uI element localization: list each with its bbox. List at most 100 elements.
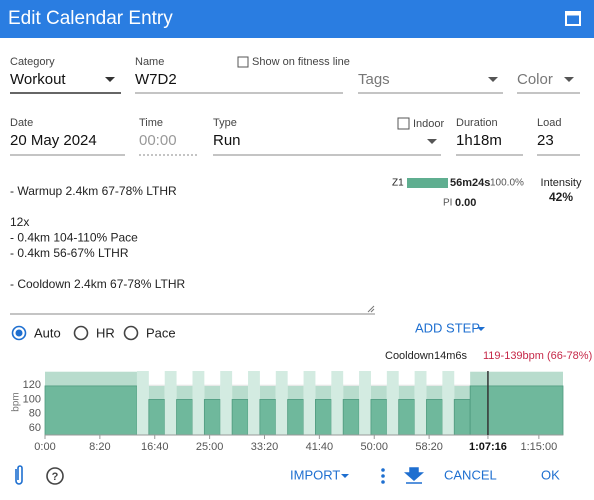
segment-base <box>44 385 138 436</box>
radio[interactable] <box>73 325 89 341</box>
x-tick-label: 41:40 <box>306 441 334 453</box>
segment-open <box>136 371 149 435</box>
segment-base <box>469 385 564 436</box>
x-tick-label: 1:07:16 <box>469 441 507 453</box>
mode-radios: Auto HR Pace <box>11 325 176 341</box>
field-value[interactable]: Run <box>213 132 241 149</box>
segment-open <box>275 371 288 435</box>
pi-label: PI <box>443 198 452 209</box>
segment-open <box>220 371 233 435</box>
description-line: - 0.4km 104-110% Pace <box>10 231 138 245</box>
attach-icon[interactable] <box>15 465 23 485</box>
segment-base <box>203 399 221 436</box>
tooltip-target: 119-139bpm (66-78%) <box>483 350 592 362</box>
intensity-value: 42% <box>549 190 573 204</box>
y-tick-label: 60 <box>29 422 41 434</box>
dropdown-arrow <box>105 77 115 82</box>
x-tick-label: 58:20 <box>415 441 443 453</box>
download-icon[interactable] <box>404 467 424 484</box>
description-line: - 0.4km 56-67% LTHR <box>10 246 129 260</box>
segment-open <box>359 371 371 435</box>
dropdown-arrow <box>341 474 349 478</box>
field-label: Load <box>537 117 561 129</box>
workout-chart: 60 80 100 120 0:00 8:20 16:40 25:00 33:20 41:40 50… <box>23 371 564 453</box>
zone-time: 56m24s <box>450 177 490 189</box>
radio-label: Auto <box>34 325 61 340</box>
field-placeholder[interactable]: Color <box>517 71 553 88</box>
segment-open <box>192 371 205 435</box>
resize-handle <box>367 305 375 313</box>
dropdown-arrow <box>427 139 437 144</box>
field-value[interactable]: W7D2 <box>135 71 177 88</box>
segment-open <box>331 371 344 435</box>
ok-button[interactable]: OK <box>541 467 560 482</box>
segment-base <box>315 399 332 436</box>
segment-target-range <box>259 385 276 400</box>
segment-target-range <box>454 385 471 400</box>
zone-percent: 100.0% <box>490 178 524 189</box>
radio-label: Pace <box>146 325 176 340</box>
checkbox[interactable] <box>237 56 249 68</box>
segment-target-range <box>176 385 193 400</box>
zone-name: Z1 <box>392 178 404 189</box>
segment-base <box>287 399 304 436</box>
y-tick-label: 80 <box>29 408 41 420</box>
field-value[interactable]: Workout <box>10 71 66 88</box>
maximize-button[interactable] <box>565 11 581 26</box>
checkbox[interactable] <box>397 117 410 130</box>
field-label: Duration <box>456 117 498 129</box>
x-tick-label: 0:00 <box>34 441 55 453</box>
x-tick-label: 16:40 <box>141 441 169 453</box>
segment-open <box>164 371 177 435</box>
segment-open <box>303 371 316 435</box>
segment-base <box>398 399 416 436</box>
checkbox-label: Show on fitness line <box>252 56 350 68</box>
segment-target-range <box>287 385 304 400</box>
segment-open <box>414 371 427 435</box>
field-label: Type <box>213 117 237 129</box>
segment-open <box>442 371 455 435</box>
field-placeholder[interactable]: Tags <box>358 71 390 88</box>
segment-base <box>342 399 360 436</box>
y-axis-label: bpm <box>11 392 22 411</box>
field-label: Date <box>10 117 33 129</box>
radio[interactable] <box>123 325 139 341</box>
cancel-button[interactable]: CANCEL <box>444 467 497 482</box>
intensity-label: Intensity <box>541 177 582 189</box>
x-tick-label: 1:15:00 <box>521 441 558 453</box>
x-tick-label: 50:00 <box>360 441 388 453</box>
radio[interactable] <box>11 325 27 341</box>
zone-bar <box>407 178 448 188</box>
field-label: Name <box>135 56 164 68</box>
x-tick-label: 33:20 <box>251 441 279 453</box>
x-tick-label: 25:00 <box>196 441 224 453</box>
segment-target-range <box>398 385 415 400</box>
segment-target-range <box>204 385 221 400</box>
segment-target-range <box>315 385 332 400</box>
header-bar <box>0 0 594 38</box>
segment-open <box>386 371 399 435</box>
field-value[interactable]: 1h18m <box>456 132 502 149</box>
description[interactable]: - Warmup 2.4km 67-78% LTHR 12x - 0.4km 104… <box>10 184 186 291</box>
description-line: - Warmup 2.4km 67-78% LTHR <box>10 184 177 198</box>
import-button[interactable]: IMPORT <box>290 467 340 482</box>
field-value[interactable]: 23 <box>537 132 554 149</box>
segment-target-range <box>343 385 360 400</box>
radio-dot <box>15 329 23 337</box>
add-step-button[interactable]: ADD STEP <box>415 320 480 335</box>
y-tick-label: 100 <box>23 393 41 405</box>
segment-target-range <box>45 371 137 386</box>
field-value[interactable]: 00:00 <box>139 132 177 149</box>
segment-base <box>176 399 193 436</box>
checkbox-label: Indoor <box>413 118 445 130</box>
segment-base <box>231 399 249 436</box>
segment-base <box>370 399 388 436</box>
segment-base <box>453 399 471 436</box>
field-value[interactable]: 20 May 2024 <box>10 132 97 149</box>
field-label: Category <box>10 56 55 68</box>
segment-open <box>248 371 260 435</box>
help-icon[interactable] <box>46 467 64 485</box>
more-menu[interactable] <box>381 468 385 484</box>
tooltip-duration: 14m6s <box>434 350 468 362</box>
